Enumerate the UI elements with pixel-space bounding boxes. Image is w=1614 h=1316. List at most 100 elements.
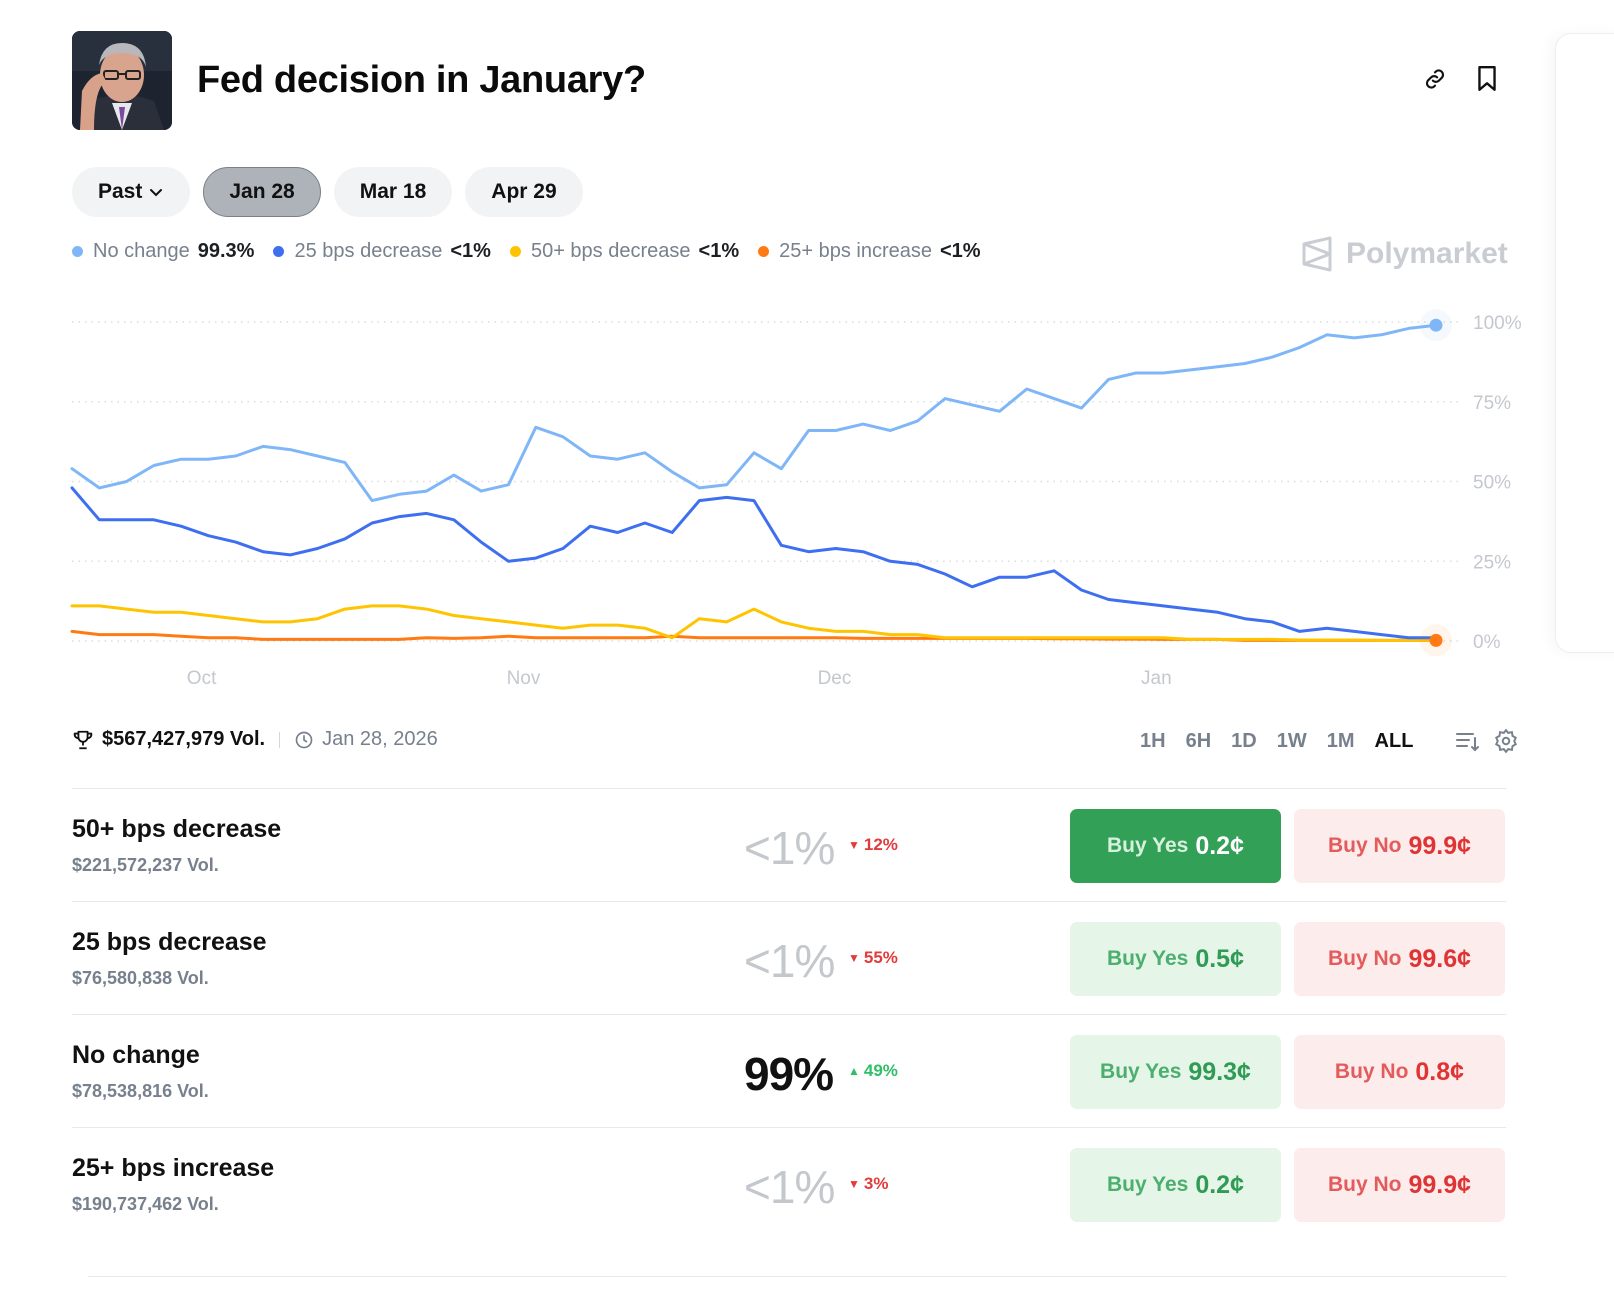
outcome-name: 50+ bps decrease [72,815,282,843]
triangle-down-icon: ▼ [848,951,860,965]
outcome-change: ▼ 55% [848,948,898,968]
series-line-no-change [70,323,1438,503]
tab-jan-28[interactable]: Jan 28 [203,167,321,217]
buy-no-button[interactable]: Buy No 99.9¢ [1294,809,1505,883]
outcome-volume: $78,538,816 Vol. [72,1081,209,1101]
yes-price: 0.2¢ [1195,831,1244,860]
legend-name: 25 bps decrease [294,240,443,262]
triangle-down-icon: ▼ [848,1177,860,1191]
chart-legend: No change 99.3% 25 bps decrease <1% 50+ … [72,240,1000,263]
x-tick-label: Oct [187,668,217,689]
price-history-chart[interactable]: 0% 25% 50% 75% 100% Oct Nov Dec Jan [0,290,1560,700]
y-axis-ticks: 0% 25% 50% 75% 100% [1473,313,1522,653]
range-1d[interactable]: 1D [1231,729,1257,752]
chart-grid [72,321,1460,642]
chart-settings-button[interactable] [1493,728,1519,754]
buy-no-label: Buy No [1334,1060,1409,1083]
x-tick-label: Nov [507,668,541,689]
change-value: 55% [863,948,898,967]
legend-value: <1% [450,240,491,262]
legend-dot [509,246,521,257]
no-price: 0.8¢ [1415,1057,1465,1086]
market-stats: $567,427,979 Vol. Jan 28, 2026 [72,728,438,751]
buy-yes-button[interactable]: Buy Yes 0.2¢ [1070,809,1281,883]
x-tick-label: Dec [818,668,852,689]
bookmark-button[interactable] [1472,62,1502,96]
link-icon [1425,69,1445,89]
y-tick-label: 25% [1473,552,1511,573]
divider [88,1276,1506,1277]
outcome-probability: <1% [744,1161,835,1213]
series-line-50-bps-decrease [70,604,1438,642]
tab-label: Jan 28 [229,180,295,203]
y-tick-label: 75% [1473,393,1511,414]
x-tick-label: Jan [1141,668,1172,689]
buy-no-button[interactable]: Buy No 99.6¢ [1294,922,1505,996]
outcome-volume: $221,572,237 Vol. [72,855,219,875]
chart-filter-button[interactable] [1455,729,1481,753]
triangle-up-icon: ▲ [848,1064,860,1078]
yes-price: 99.3¢ [1188,1057,1251,1086]
y-tick-label: 50% [1473,473,1511,494]
outcome-row[interactable]: 50+ bps decrease $221,572,237 Vol. <1% ▼… [72,789,1506,902]
buy-yes-button[interactable]: Buy Yes 99.3¢ [1070,1035,1281,1109]
outcome-volume: $190,737,462 Vol. [72,1194,219,1214]
legend-name: 50+ bps decrease [530,240,691,262]
outcome-row[interactable]: 25+ bps increase $190,737,462 Vol. <1% ▼… [72,1128,1506,1241]
market-title: Fed decision in January? [197,59,646,101]
outcome-probability: <1% [744,822,835,874]
legend-value: <1% [940,240,981,262]
buy-no-label: Buy No [1327,947,1402,970]
y-tick-label: 100% [1473,313,1522,334]
range-1m[interactable]: 1M [1326,729,1355,752]
legend-value: 99.3% [197,240,255,262]
no-price: 99.6¢ [1408,944,1472,973]
tab-label: Apr 29 [491,180,557,203]
market-header: Fed decision in January? [72,31,646,130]
legend-item-50-decrease: 50+ bps decrease <1% [509,240,740,263]
tab-label: Mar 18 [359,180,427,203]
legend-dot [758,246,770,257]
range-1h[interactable]: 1H [1140,729,1166,752]
copy-link-button[interactable] [1420,62,1450,96]
buy-no-button[interactable]: Buy No 99.9¢ [1294,1148,1505,1222]
range-6h[interactable]: 6H [1185,729,1212,752]
tab-apr-29[interactable]: Apr 29 [465,167,583,217]
buy-no-label: Buy No [1327,1173,1402,1196]
range-all[interactable]: ALL [1374,729,1414,752]
buy-yes-label: Buy Yes [1106,1173,1189,1196]
buy-yes-button[interactable]: Buy Yes 0.2¢ [1070,1148,1281,1222]
series-line-25-bps-decrease [70,486,1438,640]
trophy-icon [73,730,93,749]
legend-value: <1% [698,240,740,262]
total-volume: $567,427,979 Vol. [102,728,266,750]
buy-no-label: Buy No [1327,834,1402,857]
range-1w[interactable]: 1W [1276,729,1307,752]
outcome-volume: $76,580,838 Vol. [72,968,209,988]
side-panel-edge [1555,33,1614,653]
legend-item-25-increase: 25+ bps increase <1% [758,240,981,263]
time-range-selector: 1H 6H 1D 1W 1M ALL [1140,728,1519,754]
outcome-change: ▼ 3% [848,1174,888,1194]
divider [279,731,281,748]
outcome-row[interactable]: 25 bps decrease $76,580,838 Vol. <1% ▼ 55… [72,902,1506,1015]
date-tabs: Past Jan 28 Mar 18 Apr 29 [72,167,583,217]
header-actions [1420,62,1502,96]
buy-yes-label: Buy Yes [1106,947,1189,970]
buy-no-button[interactable]: Buy No 0.8¢ [1294,1035,1505,1109]
tab-mar-18[interactable]: Mar 18 [333,167,453,217]
outcome-name: 25+ bps increase [72,1154,275,1182]
endpoint-dot [1429,633,1443,647]
outcome-row[interactable]: No change $78,538,816 Vol. 99% ▲ 49% Buy … [72,1015,1506,1128]
legend-dot [273,246,285,257]
chart-series [70,323,1438,642]
buy-yes-button[interactable]: Buy Yes 0.5¢ [1070,922,1281,996]
change-value: 49% [863,1061,898,1080]
chevron-down-icon [150,189,163,197]
outcome-change: ▲ 49% [848,1061,898,1081]
tab-past-label: Past [98,180,143,203]
bookmark-icon [1478,65,1496,91]
tab-past[interactable]: Past [72,167,191,217]
outcome-probability: <1% [744,935,835,987]
chart-endpoints [1420,309,1452,657]
